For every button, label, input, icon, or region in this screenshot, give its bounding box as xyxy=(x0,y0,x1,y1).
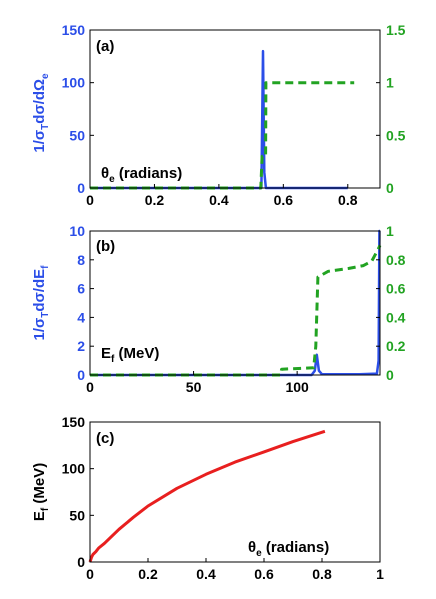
panel-b-ylabel: 1/σTdσ/dEf xyxy=(31,265,51,341)
y-tick-label: 0 xyxy=(77,180,85,196)
panel-a-label: (a) xyxy=(96,38,114,55)
y2-tick-label: 0.4 xyxy=(386,309,406,325)
y2-tick-label: 0.2 xyxy=(386,338,406,354)
panel-a: 0 0.2 0.4 0.6 0.8 0 50 100 150 0 0.5 1 1.5 (a) θe (r… xyxy=(31,22,406,208)
x-tick-label: 0.2 xyxy=(138,566,158,582)
x-tick-label: 50 xyxy=(186,379,202,395)
x-tick-label: 1 xyxy=(376,566,384,582)
y-tick-label: 6 xyxy=(77,281,85,297)
y-tick-label: 8 xyxy=(77,252,85,268)
panel-c-frame xyxy=(89,421,381,563)
x-tick-label: 0 xyxy=(86,566,94,582)
panel-c: 0 0.2 0.4 0.6 0.8 1 0 50 100 150 (c) θe (radians)… xyxy=(31,414,384,582)
panel-a-xlabel: θe (radians) xyxy=(101,165,182,185)
x-tick-label: 0.6 xyxy=(254,566,274,582)
y-tick-label: 150 xyxy=(62,414,86,430)
x-tick-label: 0.6 xyxy=(274,192,294,208)
panel-b-xlabel: Ef (MeV) xyxy=(101,345,159,365)
y-tick-label: 100 xyxy=(62,461,86,477)
y-tick-label: 10 xyxy=(69,223,85,239)
x-tick-label: 0 xyxy=(86,192,94,208)
y2-tick-label: 1.5 xyxy=(386,22,406,38)
panel-c-ylabel: Ef (MeV) xyxy=(31,463,51,521)
y-tick-label: 100 xyxy=(62,75,86,91)
y-tick-label: 2 xyxy=(77,338,85,354)
y-tick-label: 50 xyxy=(69,127,85,143)
y-tick-label: 150 xyxy=(62,22,86,38)
panel-a-ylabel: 1/σTdσ/dΩe xyxy=(31,73,51,153)
y2-tick-label: 1 xyxy=(386,75,394,91)
y-tick-label: 0 xyxy=(77,367,85,383)
y-tick-label: 0 xyxy=(77,554,85,570)
y2-tick-label: 0 xyxy=(386,180,394,196)
x-tick-label: 0.4 xyxy=(196,566,216,582)
y-tick-label: 50 xyxy=(69,507,85,523)
panel-a-frame xyxy=(89,29,381,189)
panel-c-xlabel: θe (radians) xyxy=(248,539,329,559)
panel-b-label: (b) xyxy=(96,238,115,255)
x-tick-label: 0 xyxy=(86,379,94,395)
series-line-right xyxy=(90,244,382,377)
x-tick-label: 0.8 xyxy=(338,192,358,208)
x-tick-label: 0.4 xyxy=(209,192,229,208)
x-tick-label: 100 xyxy=(285,379,309,395)
y2-tick-label: 1 xyxy=(386,223,394,239)
y2-tick-label: 0.6 xyxy=(386,281,406,297)
y2-tick-label: 0 xyxy=(386,367,394,383)
x-tick-label: 0.2 xyxy=(145,192,165,208)
y-tick-label: 4 xyxy=(77,309,85,325)
panel-c-label: (c) xyxy=(96,430,114,447)
panel-b-frame xyxy=(89,230,381,376)
x-tick-label: 0.8 xyxy=(312,566,332,582)
series-line-left xyxy=(88,429,326,563)
y2-tick-label: 0.5 xyxy=(386,127,406,143)
y2-tick-label: 0.8 xyxy=(386,252,406,268)
